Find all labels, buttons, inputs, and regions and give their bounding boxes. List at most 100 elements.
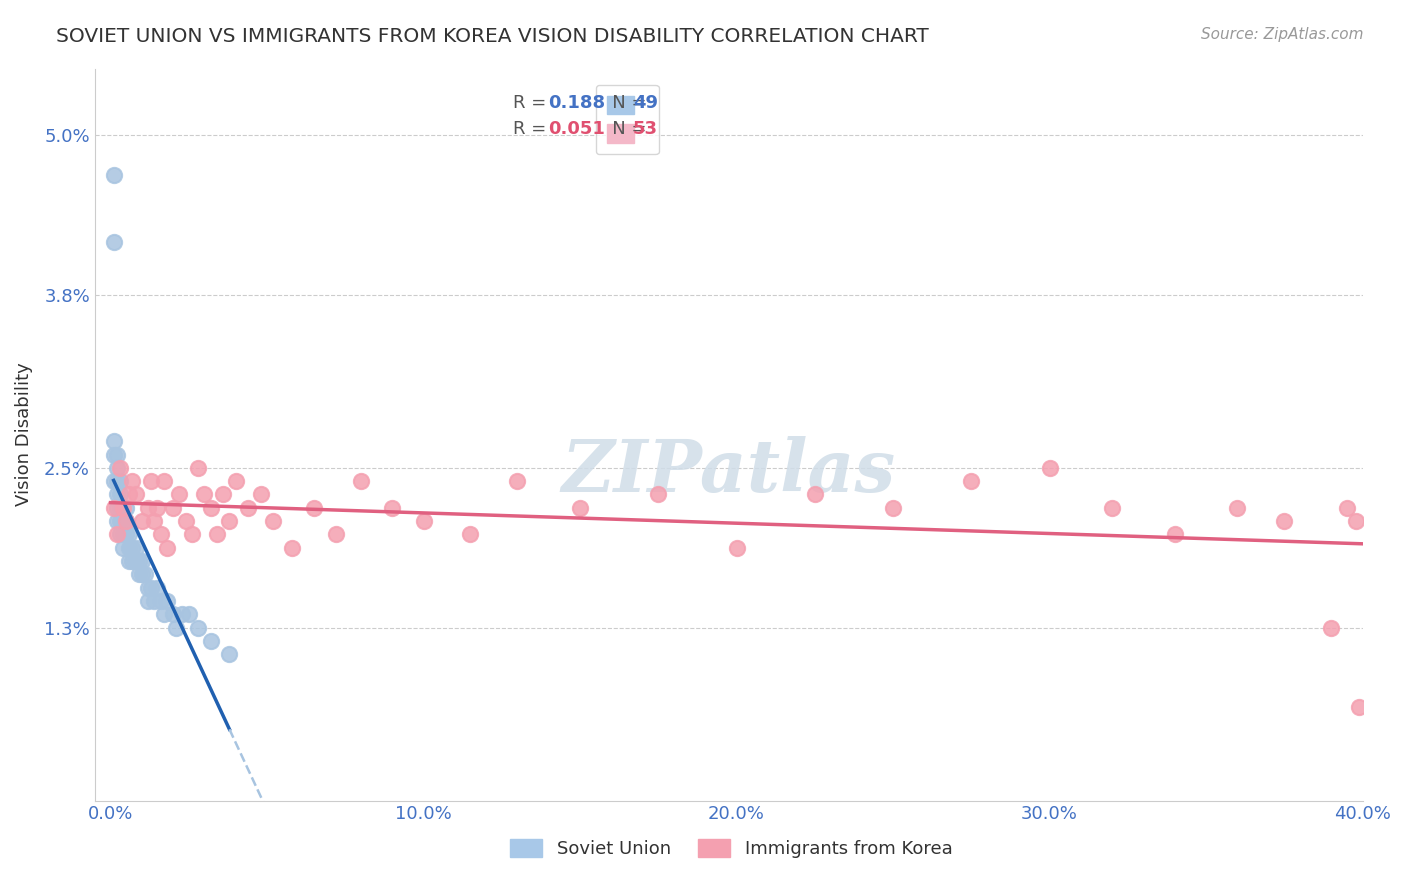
Point: [136, 581, 159, 595]
Point: [1272, 514, 1295, 528]
Point: [108, 460, 131, 475]
Text: 0.051: 0.051: [548, 120, 605, 138]
Point: [105, 487, 128, 501]
Point: [212, 487, 235, 501]
Point: [108, 474, 131, 488]
Text: 0.188: 0.188: [548, 94, 606, 112]
Point: [115, 514, 138, 528]
Point: [118, 487, 141, 501]
Point: [105, 514, 128, 528]
Text: ZIPatlas: ZIPatlas: [561, 435, 896, 507]
Point: [146, 581, 169, 595]
Point: [149, 527, 172, 541]
Point: [131, 567, 153, 582]
Point: [134, 567, 156, 582]
Point: [136, 594, 159, 608]
Point: [108, 500, 131, 515]
Point: [124, 554, 146, 568]
Point: [960, 474, 983, 488]
Point: [325, 527, 347, 541]
Point: [121, 541, 143, 555]
Point: [156, 594, 179, 608]
Point: [143, 594, 166, 608]
Point: [124, 487, 146, 501]
Point: [141, 581, 163, 595]
Point: [169, 487, 191, 501]
Point: [103, 235, 125, 249]
Point: [108, 487, 131, 501]
Point: [131, 554, 153, 568]
Point: [281, 541, 304, 555]
Point: [118, 554, 141, 568]
Point: [136, 500, 159, 515]
Point: [647, 487, 669, 501]
Text: N =: N =: [595, 120, 652, 138]
Point: [118, 541, 141, 555]
Point: [162, 607, 184, 622]
Point: [108, 514, 131, 528]
Point: [218, 514, 240, 528]
Point: [262, 514, 284, 528]
Point: [238, 500, 260, 515]
Point: [187, 621, 209, 635]
Text: Source: ZipAtlas.com: Source: ZipAtlas.com: [1201, 27, 1364, 42]
Point: [115, 527, 138, 541]
Point: [156, 541, 179, 555]
Point: [882, 500, 904, 515]
Text: R =: R =: [513, 120, 553, 138]
Point: [108, 527, 131, 541]
Point: [1038, 460, 1060, 475]
Point: [569, 500, 592, 515]
Point: [177, 607, 200, 622]
Point: [225, 474, 247, 488]
Legend: Soviet Union, Immigrants from Korea: Soviet Union, Immigrants from Korea: [502, 831, 960, 865]
Point: [381, 500, 404, 515]
Point: [105, 500, 128, 515]
Text: N =: N =: [595, 94, 652, 112]
Point: [103, 434, 125, 449]
Point: [103, 448, 125, 462]
Point: [128, 554, 150, 568]
Point: [115, 500, 138, 515]
Point: [1320, 621, 1343, 635]
Y-axis label: Vision Disability: Vision Disability: [15, 363, 32, 507]
Point: [174, 514, 197, 528]
Point: [111, 514, 134, 528]
Text: R =: R =: [513, 94, 553, 112]
Point: [121, 554, 143, 568]
Point: [105, 527, 128, 541]
Point: [187, 460, 209, 475]
Point: [725, 541, 748, 555]
Point: [412, 514, 434, 528]
Point: [1348, 700, 1371, 714]
Point: [141, 474, 163, 488]
Point: [804, 487, 827, 501]
Point: [103, 500, 125, 515]
Point: [1226, 500, 1249, 515]
Point: [111, 527, 134, 541]
Point: [103, 168, 125, 182]
Point: [460, 527, 482, 541]
Point: [180, 527, 202, 541]
Point: [165, 621, 187, 635]
Point: [146, 500, 169, 515]
Point: [103, 474, 125, 488]
Point: [105, 474, 128, 488]
Text: SOVIET UNION VS IMMIGRANTS FROM KOREA VISION DISABILITY CORRELATION CHART: SOVIET UNION VS IMMIGRANTS FROM KOREA VI…: [56, 27, 929, 45]
Point: [302, 500, 325, 515]
Point: [128, 567, 150, 582]
Point: [105, 448, 128, 462]
Point: [124, 541, 146, 555]
Point: [115, 514, 138, 528]
Point: [249, 487, 271, 501]
Point: [111, 500, 134, 515]
Point: [1101, 500, 1123, 515]
Point: [1164, 527, 1187, 541]
Point: [1336, 500, 1358, 515]
Point: [121, 474, 143, 488]
Point: [143, 514, 166, 528]
Point: [506, 474, 529, 488]
Point: [162, 500, 184, 515]
Point: [118, 527, 141, 541]
Point: [200, 633, 222, 648]
